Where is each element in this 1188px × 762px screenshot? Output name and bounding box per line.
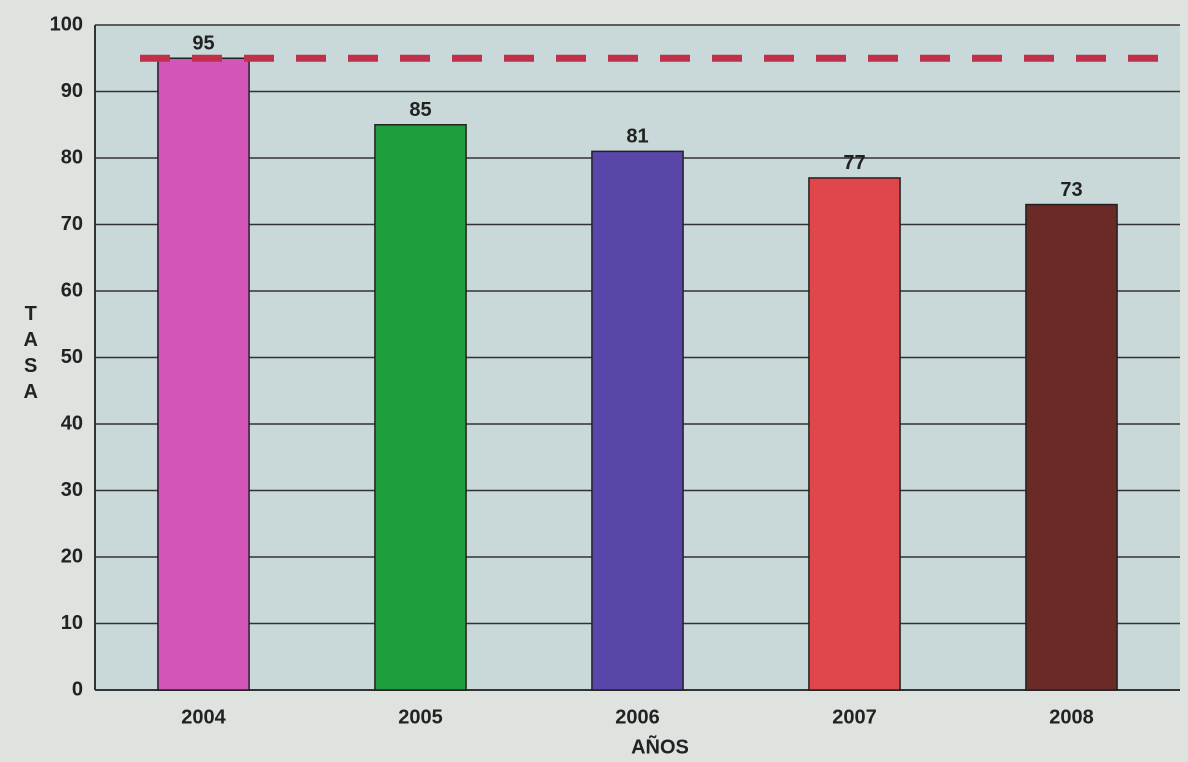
x-axis-label: AÑOS xyxy=(631,735,689,758)
y-tick-label: 60 xyxy=(61,279,83,301)
bar xyxy=(157,57,250,691)
bar xyxy=(374,124,467,691)
x-tick-label: 2008 xyxy=(1049,706,1094,728)
data-label: 77 xyxy=(843,152,865,174)
y-tick-label: 50 xyxy=(61,346,83,368)
data-label: 81 xyxy=(626,126,648,148)
bar xyxy=(591,150,684,691)
y-tick-label: 0 xyxy=(72,678,83,700)
x-tick-label: 2006 xyxy=(615,706,660,728)
x-tick-label: 2007 xyxy=(832,706,877,728)
y-tick-label: 80 xyxy=(61,146,83,168)
x-tick-label: 2004 xyxy=(181,706,226,728)
data-label: 95 xyxy=(192,33,214,55)
y-tick-label: 100 xyxy=(50,13,83,35)
y-tick-label: 40 xyxy=(61,412,83,434)
y-tick-label: 30 xyxy=(61,479,83,501)
y-tick-label: 70 xyxy=(61,213,83,235)
bar xyxy=(1025,203,1118,691)
data-label: 73 xyxy=(1060,179,1082,201)
y-tick-label: 20 xyxy=(61,545,83,567)
y-tick-label: 90 xyxy=(61,80,83,102)
y-tick-label: 10 xyxy=(61,612,83,634)
x-tick-label: 2005 xyxy=(398,706,443,728)
y-axis-label: TASA xyxy=(20,303,42,407)
data-label: 85 xyxy=(409,99,431,121)
bar xyxy=(808,177,901,691)
